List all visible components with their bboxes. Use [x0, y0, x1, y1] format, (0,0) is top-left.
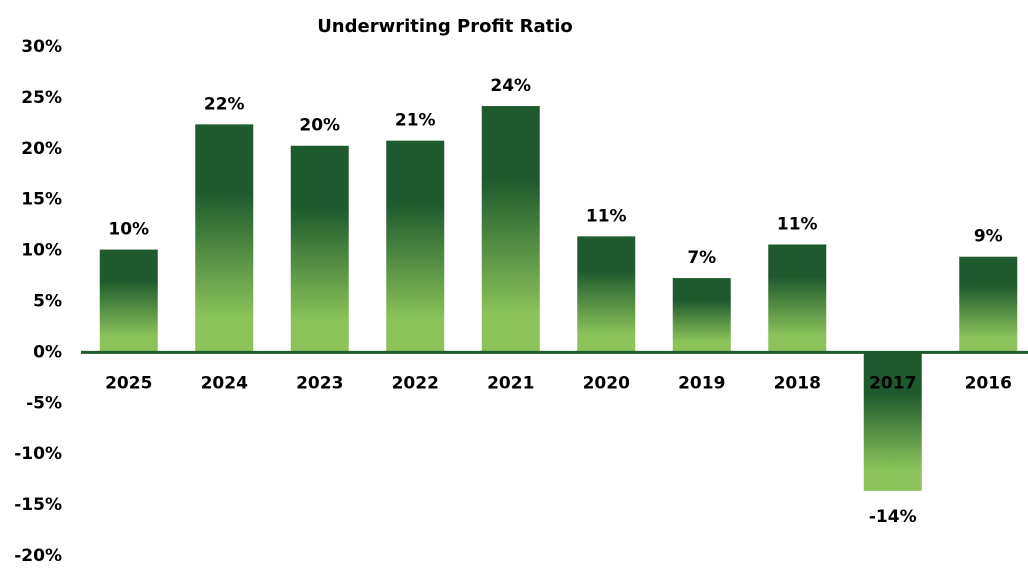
- y-tick-label: 0%: [33, 342, 62, 362]
- x-tick-label: 2016: [965, 373, 1012, 393]
- bar: [959, 256, 1018, 353]
- data-label: 24%: [490, 76, 531, 96]
- x-tick-label: 2018: [774, 373, 821, 393]
- bar: [195, 124, 254, 353]
- bar: [863, 352, 922, 491]
- y-tick-label: 20%: [21, 139, 62, 159]
- x-tick-label: 2020: [583, 373, 630, 393]
- y-tick-label: 25%: [21, 88, 62, 108]
- data-label: 11%: [586, 206, 627, 226]
- y-tick-label: -20%: [14, 546, 62, 566]
- x-tick-label: 2021: [487, 373, 534, 393]
- y-tick-label: 10%: [21, 241, 62, 261]
- x-tick-label: 2023: [296, 373, 343, 393]
- y-tick-label: -15%: [14, 495, 62, 515]
- y-tick-label: 30%: [21, 37, 62, 57]
- y-tick-label: 5%: [33, 292, 62, 312]
- data-label: 20%: [299, 116, 340, 136]
- bar: [768, 244, 827, 353]
- data-label: 10%: [108, 220, 149, 240]
- x-tick-label: 2025: [105, 373, 152, 393]
- data-label: 9%: [974, 227, 1003, 247]
- bar: [577, 236, 636, 353]
- data-label: 11%: [777, 214, 818, 234]
- y-tick-label: -10%: [14, 444, 62, 464]
- data-label: 21%: [395, 111, 436, 131]
- x-tick-label: 2019: [678, 373, 725, 393]
- y-tick-label: -5%: [26, 393, 62, 413]
- x-tick-label: 2022: [392, 373, 439, 393]
- bar: [386, 140, 445, 353]
- x-tick-label: 2024: [201, 373, 248, 393]
- x-tick-label: 2017: [869, 373, 916, 393]
- bar: [290, 145, 349, 353]
- chart-title: Underwriting Profit Ratio: [317, 16, 573, 37]
- data-label: 7%: [687, 248, 716, 268]
- data-label: -14%: [869, 507, 917, 527]
- y-tick-label: 15%: [21, 190, 62, 210]
- data-label: 22%: [204, 94, 245, 114]
- bar: [99, 249, 158, 353]
- bar: [481, 106, 540, 353]
- bar: [672, 278, 731, 353]
